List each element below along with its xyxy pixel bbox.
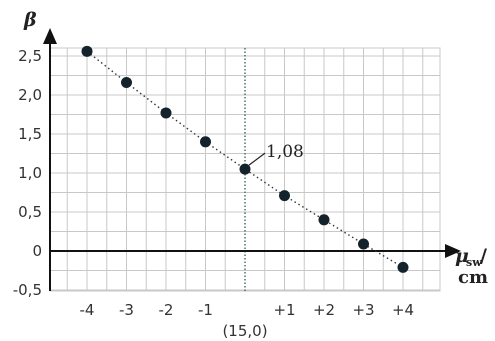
data-point bbox=[397, 261, 409, 273]
y-tick-label: 2,5 bbox=[18, 47, 42, 65]
x-tick-label: +3 bbox=[352, 301, 374, 319]
y-tick-label: 0 bbox=[32, 242, 42, 260]
x-axis-unit: cm bbox=[458, 267, 488, 288]
x-axis-arrow bbox=[445, 244, 461, 258]
axis-titles: β μsw/cm bbox=[23, 9, 488, 288]
data-point bbox=[358, 238, 369, 250]
x-axis-title-subscript: sw bbox=[466, 256, 482, 269]
x-tick-label: +4 bbox=[392, 301, 414, 319]
axes bbox=[43, 28, 461, 291]
data-point bbox=[279, 190, 290, 202]
y-tick-label: 1,0 bbox=[18, 164, 42, 182]
data-points bbox=[81, 45, 409, 273]
annotations: 1,08 bbox=[248, 142, 304, 166]
x-tick-label: -1 bbox=[198, 301, 213, 319]
center-label: (15,0) bbox=[222, 322, 267, 340]
data-point bbox=[239, 163, 251, 175]
y-tick-label: -0,5 bbox=[13, 281, 42, 299]
data-point bbox=[160, 107, 172, 119]
x-axis-title: μ bbox=[455, 245, 469, 267]
tick-labels: -0,5 0 0,5 1,0 1,5 2,0 2,5 -4 -3 -2 -1 +1 +2 +3 +4 (15,… bbox=[13, 47, 414, 340]
y-tick-label: 1,5 bbox=[18, 125, 42, 143]
y-axis-title: β bbox=[23, 9, 37, 31]
annotation-leader bbox=[248, 152, 266, 166]
data-point bbox=[318, 214, 330, 226]
x-tick-label: -2 bbox=[159, 301, 174, 319]
x-tick-label: -4 bbox=[80, 301, 95, 319]
x-axis-title-slash: / bbox=[480, 245, 487, 267]
x-tick-label: +2 bbox=[313, 301, 335, 319]
x-tick-label: +1 bbox=[273, 301, 295, 319]
y-tick-label: 2,0 bbox=[18, 86, 42, 104]
data-point bbox=[81, 45, 93, 57]
annotation-label: 1,08 bbox=[266, 142, 304, 162]
data-point bbox=[121, 77, 132, 89]
data-point bbox=[200, 136, 211, 148]
x-tick-label: -3 bbox=[119, 301, 134, 319]
y-tick-label: 0,5 bbox=[18, 203, 42, 221]
y-axis-arrow bbox=[43, 28, 57, 44]
